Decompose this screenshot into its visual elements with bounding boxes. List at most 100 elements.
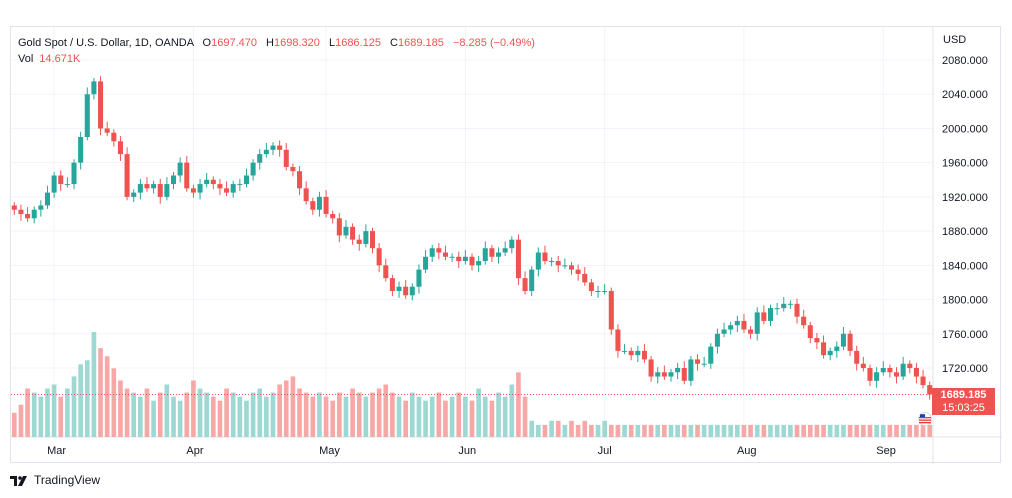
candle-body [655, 372, 661, 377]
volume-bar [628, 424, 634, 437]
volume-bar [854, 424, 860, 437]
candle-body [542, 252, 548, 262]
volume-bar [536, 424, 541, 437]
x-tick-label: Aug [737, 445, 757, 457]
candle-body [396, 286, 402, 291]
volume-bar [104, 356, 110, 437]
candle-body [661, 372, 667, 377]
candle-body [708, 346, 714, 364]
candle-body [754, 312, 760, 334]
candle-body [283, 149, 289, 167]
symbol-title: Gold Spot / U.S. Dollar, 1D, OANDA [18, 37, 194, 49]
volume-bar [807, 424, 813, 437]
y-tick-label: 2080.000 [942, 55, 988, 67]
volume-bar [18, 404, 24, 437]
volume-bar [562, 424, 568, 437]
volume-value: 14.671K [39, 53, 81, 65]
volume-bar [821, 424, 826, 437]
candle-body [230, 184, 236, 193]
candle-body [124, 154, 130, 197]
candle-body [363, 231, 369, 244]
candle-body [290, 166, 296, 172]
candle-body [887, 368, 893, 373]
volume-bar [230, 392, 236, 437]
volume-bar [111, 368, 117, 437]
volume-bar [144, 388, 150, 437]
volume-bar [529, 420, 535, 437]
volume-bar [575, 424, 581, 437]
candle-body [807, 325, 813, 339]
volume-bar [65, 388, 70, 437]
candle-body [880, 368, 886, 373]
volume-bar [303, 392, 309, 437]
candle-body [137, 184, 143, 193]
candle-body [111, 132, 117, 142]
candle-body [356, 239, 362, 244]
last-price-value: 1689.185 [940, 389, 987, 401]
candle-body [190, 188, 196, 193]
volume-bar [761, 424, 767, 437]
volume-bar [11, 412, 17, 437]
candle-body [64, 184, 70, 186]
volume-legend: Vol 14.671K [18, 51, 80, 67]
candle-body [197, 184, 203, 193]
volume-bar [708, 424, 714, 437]
candle-body [641, 350, 647, 360]
volume-bar [98, 348, 103, 437]
candle-body [297, 171, 303, 189]
candle-body [741, 320, 747, 330]
candle-body [316, 196, 322, 210]
volume-bar [542, 424, 548, 437]
y-tick-label: 1800.000 [942, 295, 988, 307]
chart-legend: Gold Spot / U.S. Dollar, 1D, OANDA O1697… [18, 35, 535, 51]
volume-bar [409, 392, 415, 437]
volume-bar [124, 388, 130, 437]
volume-bar [164, 384, 170, 437]
bar-countdown: 15:03:25 [942, 402, 985, 414]
volume-bar [297, 388, 302, 437]
currency-label[interactable]: USD [943, 34, 967, 46]
candle-body [529, 269, 535, 291]
volume-bar [867, 424, 873, 437]
candle-body [38, 205, 44, 210]
us-flag-icon [918, 412, 932, 426]
volume-bar [648, 424, 654, 437]
volume-bar [443, 400, 448, 437]
volume-bar [622, 424, 627, 437]
volume-bar [337, 392, 342, 437]
candle-body [801, 316, 807, 326]
change-value: −8.285 (−0.49%) [452, 37, 535, 49]
volume-bar [900, 424, 906, 437]
candle-body [409, 286, 415, 296]
candle-body [648, 359, 654, 377]
volume-bar [376, 388, 382, 437]
volume-bar [91, 332, 97, 437]
candle-body [701, 363, 707, 365]
candle-body [635, 350, 641, 356]
candle-body [615, 329, 621, 351]
candle-body [893, 372, 900, 377]
high-label: H [266, 37, 274, 49]
y-tick-label: 2000.000 [942, 123, 988, 135]
chart-svg[interactable]: 1720.000 1760.000 1800.000 1840.000 1880.000… [11, 27, 1002, 464]
volume-bar [290, 376, 296, 437]
volume-bar [880, 424, 886, 437]
candle-body [157, 184, 163, 197]
candle-body [840, 333, 846, 347]
candle-body [204, 179, 210, 185]
last-price-badge: 1689.185 15:03:25 [932, 388, 995, 415]
brand-footer[interactable]: TradingView [10, 473, 100, 487]
chart-frame[interactable]: 1720.000 1760.000 1800.000 1840.000 1880.000… [10, 26, 1002, 464]
candle-body [350, 226, 356, 240]
candle-body [343, 226, 349, 236]
candle-body [854, 350, 860, 364]
volume-bar [244, 400, 249, 437]
candle-body [602, 291, 608, 292]
volume-bar [184, 392, 190, 437]
volume-bar [224, 388, 229, 437]
volume-bar [768, 424, 773, 437]
candle-body [323, 196, 329, 214]
candle-body [270, 145, 276, 150]
volume-bar [642, 424, 647, 437]
y-tick-label: 1840.000 [942, 260, 988, 272]
